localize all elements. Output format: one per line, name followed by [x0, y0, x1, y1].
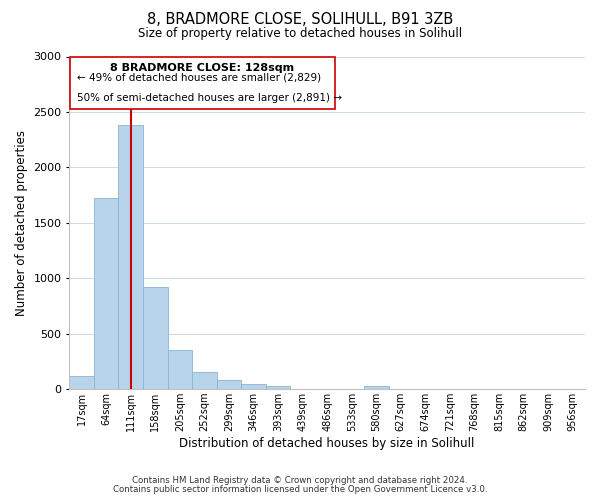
Bar — [266, 386, 290, 389]
Text: 8 BRADMORE CLOSE: 128sqm: 8 BRADMORE CLOSE: 128sqm — [110, 63, 294, 73]
Bar — [364, 386, 389, 389]
Bar — [241, 384, 266, 389]
Text: Size of property relative to detached houses in Solihull: Size of property relative to detached ho… — [138, 28, 462, 40]
Y-axis label: Number of detached properties: Number of detached properties — [15, 130, 28, 316]
Text: 50% of semi-detached houses are larger (2,891) →: 50% of semi-detached houses are larger (… — [77, 92, 342, 102]
Bar — [70, 56, 335, 108]
Bar — [217, 380, 241, 389]
Bar — [118, 126, 143, 389]
Bar — [192, 372, 217, 389]
Bar — [143, 287, 167, 389]
Text: Contains public sector information licensed under the Open Government Licence v3: Contains public sector information licen… — [113, 485, 487, 494]
Bar — [94, 198, 118, 389]
Text: 8, BRADMORE CLOSE, SOLIHULL, B91 3ZB: 8, BRADMORE CLOSE, SOLIHULL, B91 3ZB — [147, 12, 453, 28]
Bar — [167, 350, 192, 389]
Text: Contains HM Land Registry data © Crown copyright and database right 2024.: Contains HM Land Registry data © Crown c… — [132, 476, 468, 485]
Bar — [70, 376, 94, 389]
X-axis label: Distribution of detached houses by size in Solihull: Distribution of detached houses by size … — [179, 437, 475, 450]
Text: ← 49% of detached houses are smaller (2,829): ← 49% of detached houses are smaller (2,… — [77, 72, 321, 82]
